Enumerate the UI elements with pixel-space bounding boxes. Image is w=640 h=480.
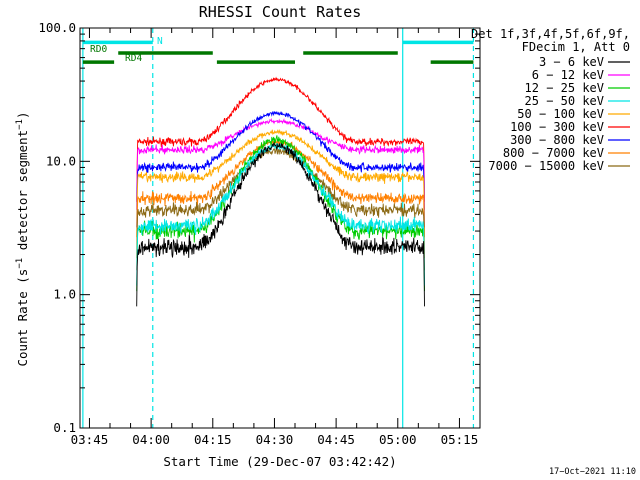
y-axis-label-tail: detector segment bbox=[15, 130, 30, 258]
series-line bbox=[136, 110, 425, 228]
legend-label: 3 − 6 keV bbox=[539, 55, 604, 69]
status-bars: N RD0 RD4 bbox=[82, 36, 474, 64]
status-bar-label: RD4 bbox=[125, 53, 142, 64]
y-tick-label: 10.0 bbox=[46, 153, 76, 168]
y-tick-label: 1.0 bbox=[53, 287, 76, 302]
plot-frame bbox=[79, 27, 481, 429]
series-line bbox=[136, 128, 425, 238]
y-axis: 0.1 1.0 10.0 100.0 bbox=[38, 20, 480, 435]
legend-header-line1: Det 1f,3f,4f,5f,6f,9f, bbox=[471, 27, 630, 41]
x-tick-label: 03:45 bbox=[71, 432, 109, 447]
series-line bbox=[136, 139, 425, 259]
y-axis-label-close: ) bbox=[15, 112, 30, 120]
legend-label: 6 − 12 keV bbox=[532, 68, 604, 82]
x-axis-label: Start Time (29-Dec-07 03:42:42) bbox=[163, 454, 396, 469]
legend-label: 25 − 50 keV bbox=[525, 94, 604, 108]
legend-label: 12 − 25 keV bbox=[525, 81, 604, 95]
data-series bbox=[136, 76, 425, 307]
series-line bbox=[136, 135, 425, 292]
series-line bbox=[136, 117, 425, 210]
y-tick-label: 0.1 bbox=[53, 420, 76, 435]
legend: Det 1f,3f,4f,5f,6f,9f, FDecim 1, Att 0 3… bbox=[471, 27, 630, 173]
legend-label: 300 − 800 keV bbox=[510, 133, 604, 147]
footer-timestamp: 17−Oct−2021 11:10 bbox=[549, 467, 636, 477]
x-tick-label: 04:45 bbox=[317, 432, 355, 447]
x-tick-label: 05:00 bbox=[379, 432, 417, 447]
series-line bbox=[136, 141, 425, 307]
legend-label: 50 − 100 keV bbox=[517, 107, 604, 121]
x-tick-label: 04:30 bbox=[256, 432, 294, 447]
legend-header-line2: FDecim 1, Att 0 bbox=[522, 40, 630, 54]
y-axis-label-exp2: −1 bbox=[15, 119, 25, 130]
y-axis-label-main: Count Rate (s bbox=[15, 269, 30, 367]
y-tick-label: 100.0 bbox=[38, 20, 76, 35]
series-line bbox=[136, 142, 425, 286]
legend-label: 800 − 7000 keV bbox=[503, 146, 604, 160]
chart-title: RHESSI Count Rates bbox=[199, 3, 362, 21]
y-axis-label-exp: −1 bbox=[15, 258, 25, 269]
status-bar-label: N bbox=[157, 36, 163, 47]
series-line bbox=[136, 76, 425, 202]
series-line bbox=[136, 147, 425, 271]
legend-label: 7000 − 15000 keV bbox=[488, 159, 604, 173]
status-bar-label: RD0 bbox=[90, 44, 107, 55]
legend-label: 100 − 300 keV bbox=[510, 120, 604, 134]
x-tick-label: 05:15 bbox=[441, 432, 479, 447]
x-tick-label: 04:15 bbox=[194, 432, 232, 447]
x-tick-label: 04:00 bbox=[132, 432, 170, 447]
x-axis: 03:45 04:00 04:15 04:30 04:45 05:00 05:15 bbox=[71, 28, 481, 447]
y-axis-label: Count Rate (s−1 detector segment−1) bbox=[15, 112, 30, 367]
